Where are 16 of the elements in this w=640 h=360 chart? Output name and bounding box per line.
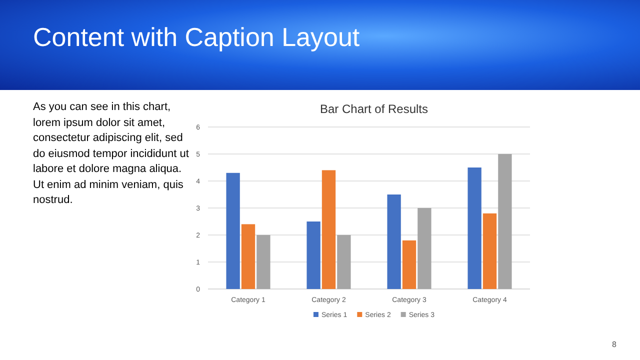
text: As you can see in this chart, lorem ipsum dolor sit amet, consectetur adipiscing elit, sed do eiusmod tempor incididunt ut labore et dolore magna aliqua. Ut enim ad minim veniam, quis nostrud. — [33, 100, 190, 208]
bar — [468, 168, 482, 289]
bar — [322, 170, 336, 289]
text: 8 — [612, 340, 616, 349]
bar — [337, 235, 351, 289]
bar — [226, 172, 240, 289]
bar — [306, 222, 320, 289]
bar — [402, 240, 416, 289]
bar — [387, 194, 401, 289]
bar — [418, 208, 432, 289]
chart-title: Bar Chart of Results — [320, 102, 428, 116]
bar — [498, 154, 512, 289]
bar — [241, 224, 256, 289]
bar — [256, 235, 270, 289]
bar — [482, 213, 497, 289]
text: Content with Caption Layout — [33, 22, 360, 53]
